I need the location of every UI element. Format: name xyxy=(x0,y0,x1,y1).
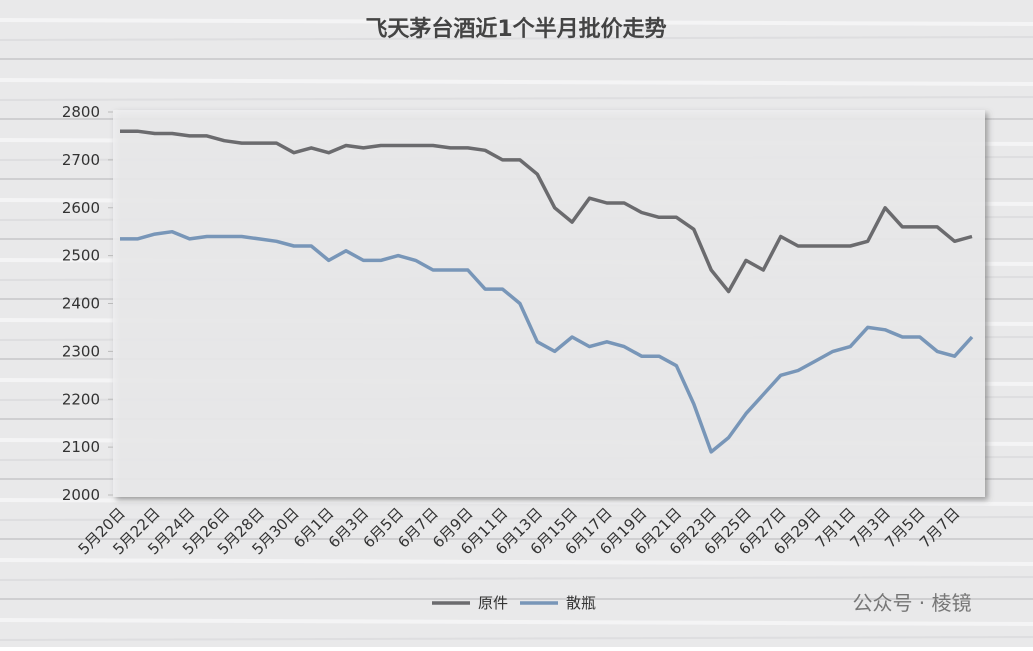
y-tick-label: 2700 xyxy=(62,151,100,169)
y-tick-label: 2300 xyxy=(62,342,100,360)
chart-title: 飞天茅台酒近1个半月批价走势 xyxy=(365,16,666,42)
series-line xyxy=(120,129,973,294)
y-tick-label: 2800 xyxy=(62,103,100,121)
plot-area xyxy=(113,110,985,497)
y-tick-label: 2500 xyxy=(62,247,100,265)
y-tick-label: 2400 xyxy=(62,295,100,313)
y-tick-label: 2000 xyxy=(62,486,100,504)
y-tick-label: 2100 xyxy=(62,438,100,456)
series-line xyxy=(120,229,974,454)
y-tick-label: 2200 xyxy=(62,390,100,408)
watermark: 公众号 · 棱镜 xyxy=(852,591,971,615)
legend-label: 原件 xyxy=(478,594,508,612)
legend-label: 散瓶 xyxy=(566,594,596,612)
y-tick-label: 2600 xyxy=(62,199,100,217)
